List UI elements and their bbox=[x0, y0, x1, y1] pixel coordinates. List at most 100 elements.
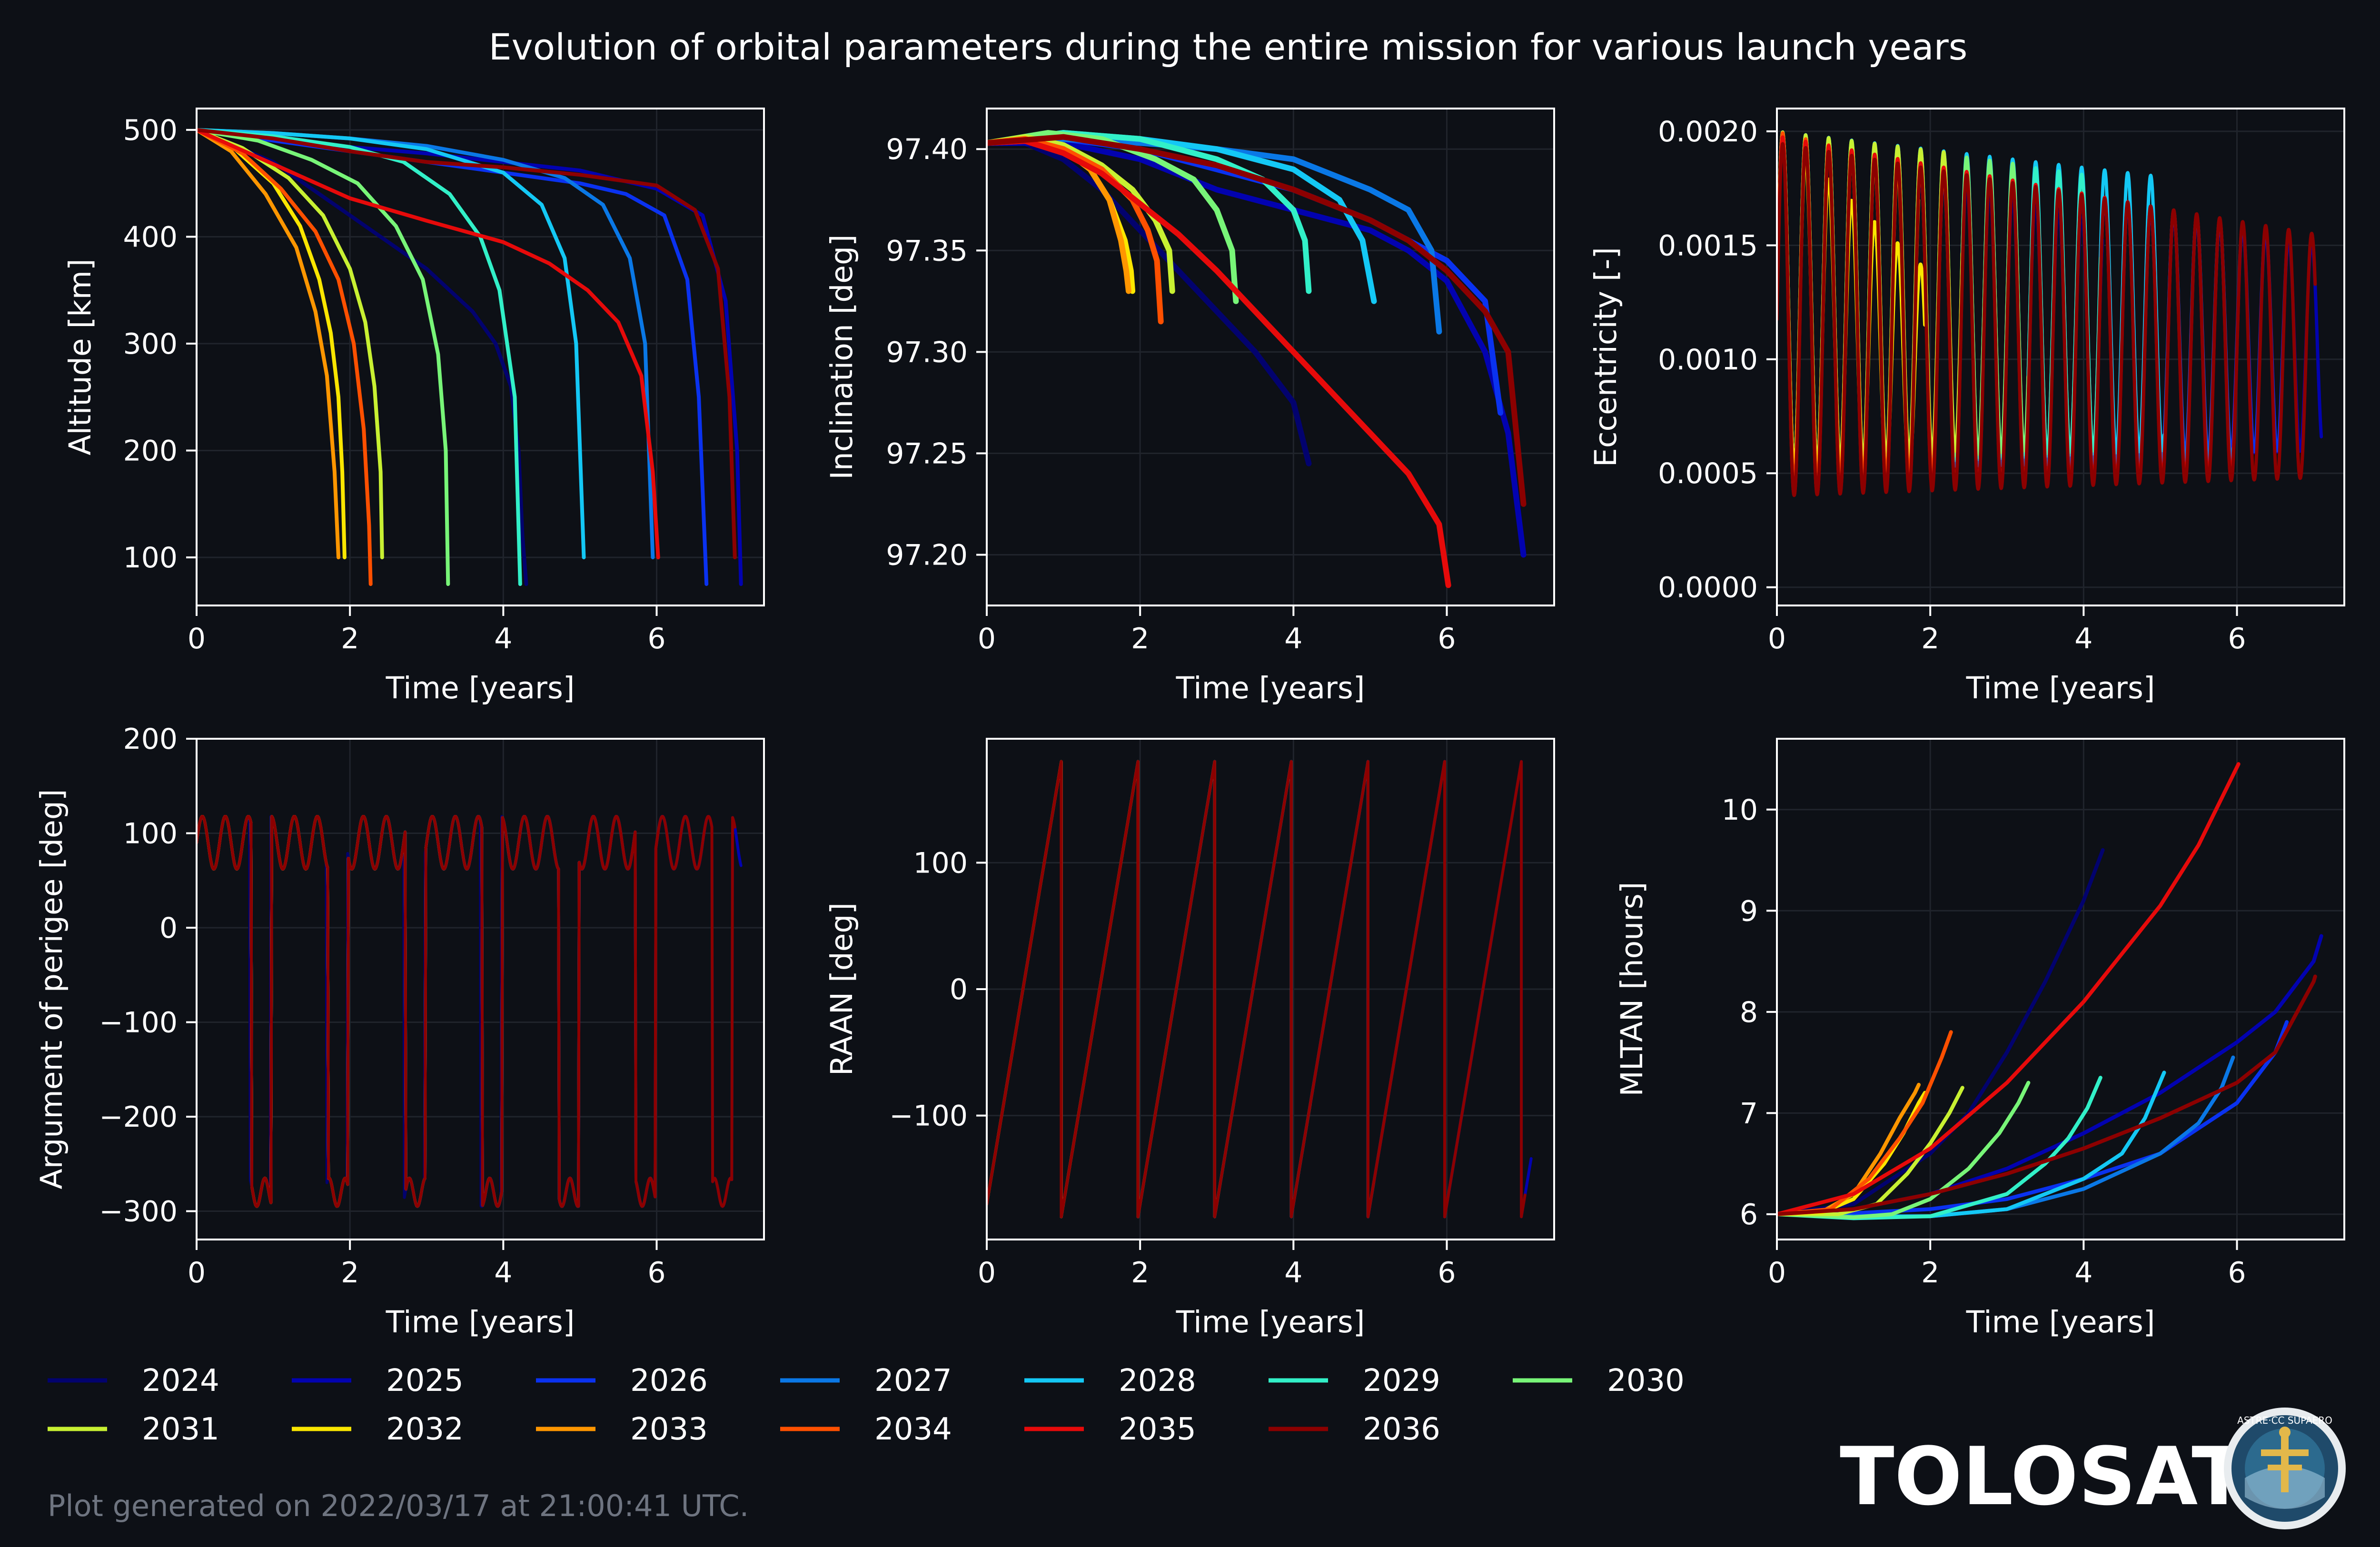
series-line-2024 bbox=[987, 140, 1312, 466]
series-line-2024 bbox=[1777, 848, 2105, 1216]
y-tick-label: 10 bbox=[1722, 793, 1758, 827]
x-tick-label: 0 bbox=[188, 622, 206, 655]
legend-entry-2034: 2034 bbox=[780, 1412, 952, 1447]
series-group bbox=[197, 128, 743, 586]
x-axis-label: Time [years] bbox=[386, 1305, 575, 1339]
y-tick-label: 200 bbox=[123, 434, 178, 467]
series-group bbox=[1777, 762, 2323, 1220]
axes-frame bbox=[1776, 108, 2345, 606]
legend-entry-2024: 2024 bbox=[48, 1363, 219, 1398]
y-tick-label: 0.0020 bbox=[1658, 115, 1758, 149]
y-tick-label: 0.0010 bbox=[1658, 343, 1758, 377]
y-tick-label: 8 bbox=[1740, 996, 1758, 1029]
legend-entry-2026: 2026 bbox=[536, 1363, 708, 1398]
legend-entry-2031: 2031 bbox=[48, 1412, 219, 1447]
y-axis-label: Altitude [km] bbox=[63, 258, 98, 455]
y-tick-label: 97.20 bbox=[886, 538, 968, 572]
legend-entry-2033: 2033 bbox=[536, 1412, 708, 1447]
x-tick-label: 4 bbox=[494, 1256, 512, 1289]
logo-ring-text: ASTRE·CC SUPAERO bbox=[2237, 1415, 2332, 1426]
y-axis-label: RAAN [deg] bbox=[824, 902, 859, 1076]
subplot-6: 0 2 4 6 6 7 8 9 10 Time [years] MLTAN [hours] bbox=[1615, 738, 2345, 1339]
x-tick-label: 4 bbox=[494, 622, 512, 655]
series-line-2035 bbox=[1777, 762, 2241, 1216]
series-line-2024 bbox=[197, 128, 528, 586]
x-tick-label: 2 bbox=[1131, 622, 1149, 655]
subplot-1: 0 2 4 6 100 200 300 400 500 Time [years] Altitude … bbox=[63, 108, 765, 705]
x-tick-label: 4 bbox=[2074, 622, 2092, 655]
axes-frame bbox=[986, 108, 1555, 606]
legend-label: 2032 bbox=[386, 1412, 464, 1447]
y-tick-label: 0.0005 bbox=[1658, 457, 1758, 490]
plot-area bbox=[987, 109, 1554, 605]
series-line-2030 bbox=[987, 130, 1239, 304]
y-tick-label: −200 bbox=[99, 1101, 178, 1134]
y-tick-label: 100 bbox=[913, 846, 968, 880]
legend-entry-2030: 2030 bbox=[1513, 1363, 1685, 1398]
x-tick-label: 2 bbox=[1921, 622, 1939, 655]
y-tick-label: 7 bbox=[1740, 1097, 1758, 1130]
x-tick-label: 0 bbox=[1768, 622, 1786, 655]
series-line-2030 bbox=[197, 128, 450, 586]
series-group bbox=[987, 130, 1527, 588]
x-tick-label: 4 bbox=[1284, 622, 1302, 655]
legend-label: 2028 bbox=[1119, 1363, 1196, 1398]
x-tick-label: 2 bbox=[341, 622, 359, 655]
series-group bbox=[987, 760, 1533, 1219]
y-tick-label: 500 bbox=[123, 114, 178, 147]
series-line-2036 bbox=[1777, 974, 2317, 1216]
series-line-2036 bbox=[197, 815, 736, 1208]
legend-label: 2024 bbox=[142, 1363, 219, 1398]
axes-frame bbox=[1776, 738, 2345, 1240]
x-tick-label: 6 bbox=[1438, 622, 1456, 655]
y-tick-label: 0.0015 bbox=[1658, 229, 1758, 262]
figure-title: Evolution of orbital parameters during t… bbox=[489, 26, 1968, 68]
x-tick-label: 2 bbox=[1921, 1256, 1939, 1289]
legend-label: 2034 bbox=[874, 1412, 952, 1447]
plot-area bbox=[1777, 739, 2344, 1240]
y-tick-label: −100 bbox=[889, 1100, 968, 1133]
series-line-2036 bbox=[197, 128, 737, 559]
series-group bbox=[1777, 130, 2323, 497]
x-axis-label: Time [years] bbox=[1966, 1305, 2155, 1339]
x-tick-label: 6 bbox=[647, 1256, 665, 1289]
y-tick-label: 0 bbox=[159, 912, 178, 945]
y-axis-label: Argument of perigee [deg] bbox=[34, 789, 69, 1190]
series-line-2029 bbox=[197, 128, 522, 586]
axes-frame bbox=[196, 738, 765, 1240]
x-tick-label: 6 bbox=[2228, 1256, 2246, 1289]
x-tick-label: 6 bbox=[647, 622, 665, 655]
series-line-2036 bbox=[987, 760, 1527, 1219]
subplot-5: 0 2 4 6 −100 0 100 Time [years] RAAN [deg] bbox=[824, 738, 1555, 1339]
legend: 2024 2025 2026 2027 2028 2029 2030 2031 2032 2033… bbox=[48, 1363, 1685, 1447]
legend-entry-2028: 2028 bbox=[1024, 1363, 1196, 1398]
y-tick-label: 0 bbox=[950, 973, 968, 1006]
series-line-2033 bbox=[197, 128, 340, 559]
y-tick-label: 6 bbox=[1740, 1198, 1758, 1231]
y-tick-label: 400 bbox=[123, 220, 178, 254]
x-axis-label: Time [years] bbox=[386, 671, 575, 705]
y-tick-label: 9 bbox=[1740, 894, 1758, 928]
x-tick-label: 0 bbox=[188, 1256, 206, 1289]
legend-label: 2035 bbox=[1119, 1412, 1196, 1447]
y-axis-label: MLTAN [hours] bbox=[1615, 882, 1649, 1097]
y-tick-label: 97.40 bbox=[886, 133, 968, 166]
tolosat-logo-icon: ASTRE·CC SUPAERO bbox=[2224, 1408, 2346, 1529]
x-tick-label: 6 bbox=[1438, 1256, 1456, 1289]
legend-entry-2025: 2025 bbox=[292, 1363, 464, 1398]
x-axis-label: Time [years] bbox=[1176, 671, 1365, 705]
x-tick-label: 2 bbox=[341, 1256, 359, 1289]
series-line-2025 bbox=[987, 140, 1527, 558]
x-tick-label: 0 bbox=[978, 1256, 996, 1289]
y-tick-label: −100 bbox=[99, 1006, 178, 1039]
legend-label: 2033 bbox=[630, 1412, 708, 1447]
y-tick-label: 100 bbox=[123, 541, 178, 575]
subplot-4: 0 2 4 6 −300 −200 −100 0 100 200 Time [years] Argum… bbox=[34, 723, 765, 1339]
legend-label: 2030 bbox=[1607, 1363, 1685, 1398]
legend-entry-2036: 2036 bbox=[1269, 1412, 1440, 1447]
y-tick-label: 97.25 bbox=[886, 437, 968, 470]
y-axis-label: Inclination [deg] bbox=[824, 234, 859, 479]
y-tick-label: 97.35 bbox=[886, 234, 968, 268]
